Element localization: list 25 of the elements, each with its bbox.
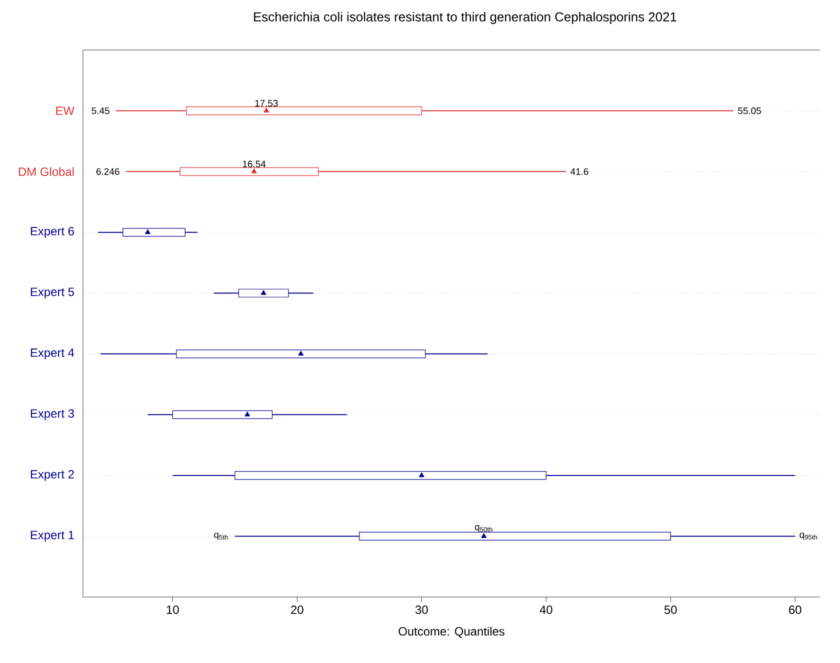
y-tick-label: EW — [56, 106, 74, 115]
y-tick-label: Expert 2 — [30, 470, 74, 481]
annotation: 41.6 — [570, 168, 588, 175]
x-tick-label: 60 — [789, 606, 802, 614]
annotation: q$_{50th}$ — [474, 524, 492, 532]
annotation: 17.53 — [255, 100, 278, 107]
x-tick-label: 30 — [415, 606, 428, 614]
annotation: q$_{5th}$ — [214, 532, 228, 540]
y-tick-label: Expert 5 — [30, 288, 74, 298]
annotation: 16.54 — [242, 160, 266, 168]
x-tick-label: 50 — [664, 606, 677, 614]
y-tick-label: Expert 1 — [30, 530, 74, 542]
x-tick-label: 20 — [291, 606, 304, 614]
x-axis-title: Outcome: Quantiles — [398, 626, 504, 638]
y-tick-label: Expert 3 — [30, 409, 74, 420]
y-tick-label: Expert 6 — [30, 226, 74, 238]
annotation: 6.246 — [96, 168, 120, 175]
x-tick-label: 10 — [166, 606, 179, 614]
annotation: q$_{95th}$ — [800, 532, 818, 540]
chart-title: Escherichia coli isolates resistant to third generation Cephalosporins 2021 — [254, 12, 676, 24]
y-tick-label: Expert 4 — [30, 348, 74, 360]
annotation: 5.45 — [92, 107, 110, 114]
annotation: 55.05 — [738, 107, 761, 114]
x-tick-label: 40 — [540, 606, 552, 614]
y-tick-label: DM Global — [18, 167, 74, 176]
